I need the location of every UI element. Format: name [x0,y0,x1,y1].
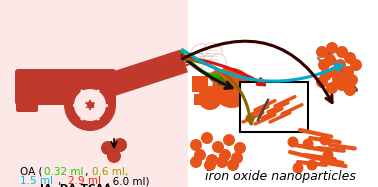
Circle shape [336,79,348,91]
Circle shape [199,55,217,73]
Text: , 6.0 ml): , 6.0 ml) [106,176,150,186]
Circle shape [342,79,354,91]
Polygon shape [106,50,188,96]
Bar [0,0,188,187]
Text: ,: , [58,176,65,186]
Text: IA, DA,TCAA: IA, DA,TCAA [40,184,112,187]
Circle shape [350,59,362,71]
Circle shape [101,141,115,155]
Text: OA (: OA ( [20,167,42,177]
Bar [205,65,214,74]
Circle shape [231,152,243,164]
Circle shape [316,46,328,58]
Circle shape [307,160,318,171]
Circle shape [322,149,333,160]
Circle shape [329,66,341,78]
Circle shape [334,59,346,71]
Circle shape [326,82,338,94]
Circle shape [332,74,344,86]
Circle shape [342,66,354,78]
Bar [240,82,308,132]
Circle shape [198,86,222,110]
Circle shape [302,139,313,149]
Circle shape [210,54,226,70]
Text: 0.6 ml,: 0.6 ml, [92,167,128,177]
Circle shape [288,137,299,148]
Circle shape [346,74,358,86]
Text: iron oxide nanoparticles: iron oxide nanoparticles [204,170,355,183]
FancyBboxPatch shape [15,69,116,105]
Circle shape [316,76,328,88]
Circle shape [190,156,202,168]
Circle shape [113,138,127,152]
Circle shape [206,154,218,166]
Circle shape [293,163,304,174]
Text: 2.9 ml: 2.9 ml [68,176,101,186]
Circle shape [344,84,356,96]
Circle shape [319,134,330,145]
Circle shape [194,149,206,161]
FancyBboxPatch shape [68,90,84,112]
Circle shape [326,42,338,54]
Circle shape [212,141,224,153]
Circle shape [74,89,106,121]
Circle shape [336,46,348,58]
Circle shape [318,59,330,71]
Circle shape [202,43,222,63]
Circle shape [85,100,95,110]
Circle shape [223,134,235,146]
Circle shape [189,53,205,69]
Bar [192,76,208,92]
Circle shape [324,54,336,66]
Circle shape [64,79,116,131]
Circle shape [201,132,213,144]
Text: 0.32 ml: 0.32 ml [44,167,84,177]
Circle shape [190,44,214,68]
Circle shape [227,159,239,171]
Circle shape [344,52,356,64]
Circle shape [219,149,231,161]
Text: 1.5 ml: 1.5 ml [20,176,53,186]
Circle shape [320,69,332,81]
FancyBboxPatch shape [16,88,38,112]
Circle shape [204,159,216,171]
Circle shape [212,68,252,108]
Bar [194,94,205,105]
Circle shape [107,149,121,163]
Circle shape [338,72,350,84]
Circle shape [190,139,202,151]
Circle shape [208,64,228,84]
Circle shape [234,142,246,154]
Text: ,: , [85,167,91,177]
Circle shape [216,156,228,168]
